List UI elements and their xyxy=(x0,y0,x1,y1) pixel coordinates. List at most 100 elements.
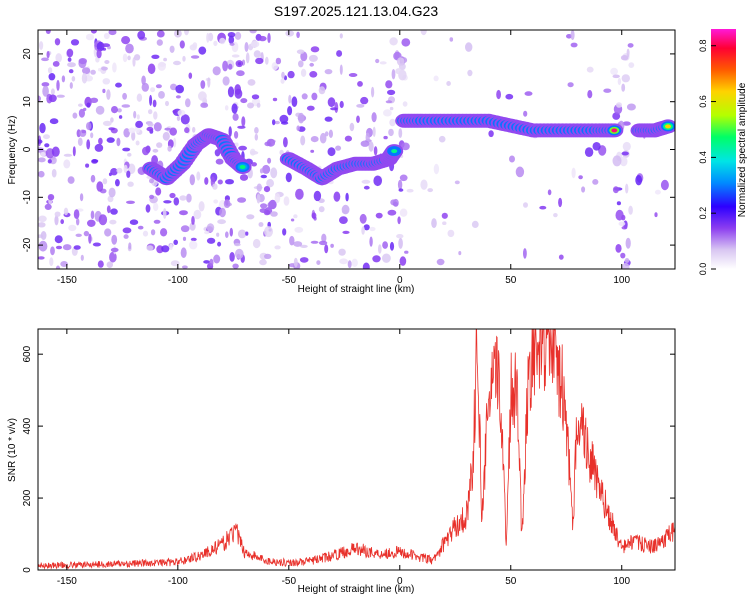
noise-blob xyxy=(223,199,231,209)
noise-blob xyxy=(539,205,547,210)
noise-blob xyxy=(311,92,318,101)
noise-blob xyxy=(318,206,325,213)
noise-blob xyxy=(505,93,514,100)
colorbar-label: Normalized spectral amplitude xyxy=(737,82,748,217)
noise-blob xyxy=(586,66,594,73)
noise-blob xyxy=(39,41,44,50)
noise-blob xyxy=(382,241,388,249)
noise-blob xyxy=(213,254,221,264)
noise-blob xyxy=(152,99,157,108)
noise-blob xyxy=(509,155,515,163)
x-tick-label: -150 xyxy=(57,275,77,286)
noise-blob xyxy=(110,117,114,123)
noise-blob xyxy=(398,128,403,139)
noise-blob xyxy=(385,80,393,89)
noise-blob xyxy=(241,116,246,127)
noise-blob xyxy=(228,35,235,45)
noise-blob xyxy=(149,178,154,184)
noise-blob xyxy=(173,137,177,148)
noise-blob xyxy=(38,215,47,223)
noise-blob xyxy=(184,127,190,134)
noise-blob xyxy=(110,247,119,253)
noise-blob xyxy=(558,254,564,260)
noise-blob xyxy=(397,216,401,225)
noise-blob xyxy=(109,251,117,263)
noise-blob xyxy=(567,82,574,88)
noise-blob xyxy=(192,126,196,133)
noise-blob xyxy=(55,53,62,63)
noise-blob xyxy=(127,55,131,61)
noise-blob xyxy=(132,57,136,67)
noise-blob xyxy=(160,228,168,237)
noise-blob xyxy=(147,122,154,127)
x-tick-label: -100 xyxy=(168,576,188,587)
colorbar-gradient xyxy=(711,29,736,269)
noise-blob xyxy=(584,147,594,158)
noise-blob xyxy=(192,42,198,48)
noise-blob xyxy=(274,245,281,250)
noise-blob xyxy=(570,42,578,48)
noise-blob xyxy=(388,128,394,137)
noise-blob xyxy=(258,35,267,42)
noise-blob xyxy=(95,105,105,115)
noise-blob xyxy=(296,31,300,38)
noise-blob xyxy=(122,147,131,152)
noise-blob xyxy=(228,63,233,70)
noise-blob xyxy=(369,226,376,232)
noise-blob xyxy=(362,262,370,269)
noise-blob xyxy=(365,132,370,143)
noise-blob xyxy=(239,174,249,181)
noise-blob xyxy=(436,258,445,266)
noise-blob xyxy=(287,70,295,79)
noise-blob xyxy=(363,185,370,190)
noise-blob xyxy=(38,256,45,260)
noise-blob xyxy=(342,230,350,234)
y-tick-label: -20 xyxy=(22,237,33,252)
noise-blob xyxy=(296,49,305,55)
noise-blob xyxy=(420,30,427,36)
noise-blob xyxy=(179,210,188,216)
noise-blob xyxy=(67,62,76,68)
noise-blob xyxy=(162,208,167,219)
noise-blob xyxy=(251,94,260,100)
noise-blob xyxy=(263,186,271,193)
noise-blob xyxy=(281,121,289,125)
noise-blob xyxy=(179,195,187,201)
noise-blob xyxy=(151,54,160,59)
noise-blob xyxy=(620,55,629,61)
noise-blob xyxy=(245,52,250,64)
noise-blob xyxy=(70,39,80,46)
noise-blob xyxy=(153,219,161,224)
noise-blob xyxy=(625,183,629,194)
noise-blob xyxy=(404,250,409,254)
noise-blob xyxy=(222,60,229,72)
noise-blob xyxy=(219,207,226,218)
y-tick-label: 10 xyxy=(22,96,33,108)
noise-blob xyxy=(234,242,241,247)
noise-blob xyxy=(592,142,601,151)
noise-blob xyxy=(85,163,90,168)
noise-blob xyxy=(229,227,233,237)
noise-blob xyxy=(41,57,49,62)
noise-blob xyxy=(578,175,583,180)
noise-blob xyxy=(200,80,206,89)
noise-blob xyxy=(123,234,129,239)
noise-blob xyxy=(288,94,292,104)
x-tick-label: 100 xyxy=(613,576,630,587)
noise-blob xyxy=(399,174,408,182)
noise-blob xyxy=(265,56,269,65)
noise-blob xyxy=(66,48,74,58)
noise-blob xyxy=(249,148,256,156)
noise-blob xyxy=(90,30,97,34)
spectrogram-noise xyxy=(38,30,669,269)
colorbar-tick-label: 0.0 xyxy=(698,263,708,276)
noise-blob xyxy=(375,58,380,64)
noise-blob xyxy=(45,30,51,34)
noise-blob xyxy=(48,94,57,103)
noise-blob xyxy=(190,55,200,59)
noise-blob xyxy=(38,157,46,163)
noise-blob xyxy=(153,111,158,120)
noise-blob xyxy=(127,152,132,157)
ridge-blob xyxy=(239,165,246,169)
noise-blob xyxy=(60,219,64,225)
